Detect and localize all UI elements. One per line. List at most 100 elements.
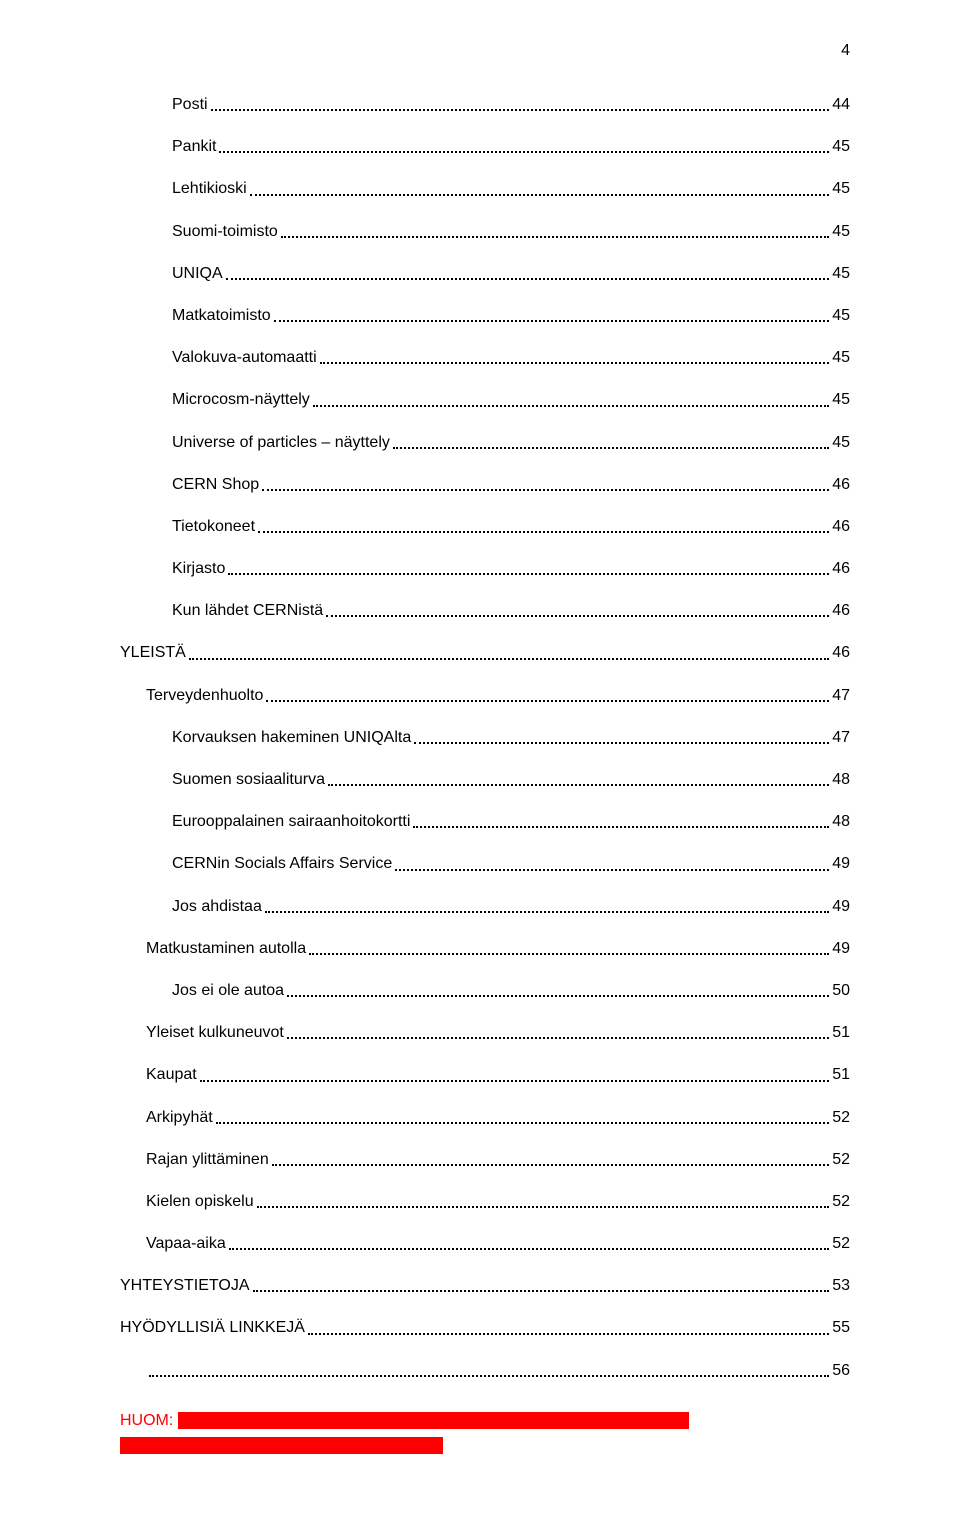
toc-row: Kielen opiskelu52: [120, 1192, 850, 1211]
toc-page: 53: [832, 1276, 850, 1295]
toc-page: 52: [832, 1150, 850, 1169]
toc-leader: [313, 405, 829, 407]
toc-row: CERNin Socials Affairs Service 49: [120, 854, 850, 873]
toc-row: Vapaa-aika 52: [120, 1234, 850, 1253]
toc-row: Pankit 45: [120, 137, 850, 156]
toc-page: 47: [832, 686, 850, 705]
toc-label: Suomi-toimisto: [172, 222, 278, 241]
toc-label: Jos ahdistaa: [172, 897, 262, 916]
toc-row: UNIQA45: [120, 264, 850, 283]
toc-leader: [226, 278, 830, 280]
footer-note: HUOM: Punaisella merkitettyjen linkkien …: [120, 1409, 850, 1459]
toc-leader: [272, 1164, 829, 1166]
toc-page: 45: [832, 137, 850, 156]
toc-label: Yleiset kulkuneuvot: [146, 1023, 284, 1042]
toc-leader: [320, 362, 830, 364]
toc-label: CERN Shop: [172, 475, 259, 494]
toc-page: 56: [832, 1361, 850, 1380]
toc-leader: [309, 953, 829, 955]
toc-row: Jos ei ole autoa 50: [120, 981, 850, 1000]
toc-page: 51: [832, 1065, 850, 1084]
toc-leader: [200, 1080, 829, 1082]
toc-page: 46: [832, 517, 850, 536]
toc-page: 45: [832, 179, 850, 198]
toc-label: Korvauksen hakeminen UNIQAlta: [172, 728, 411, 747]
toc-leader: [265, 911, 829, 913]
toc-row: Posti 44: [120, 95, 850, 114]
toc-leader: [287, 995, 829, 997]
toc-label: Arkipyhät: [146, 1108, 213, 1127]
toc-page: 49: [832, 939, 850, 958]
toc-label: Vapaa-aika: [146, 1234, 226, 1253]
table-of-contents: Posti 44 Pankit 45 Lehtikioski 45 Suomi-toimis…: [120, 95, 850, 1380]
toc-page: 50: [832, 981, 850, 1000]
toc-row: Matkustaminen autolla49: [120, 939, 850, 958]
toc-leader: [262, 489, 829, 491]
toc-page: 49: [832, 854, 850, 873]
toc-row: Yleiset kulkuneuvot 51: [120, 1023, 850, 1042]
toc-leader: [189, 658, 829, 660]
toc-row: Lehtikioski 45: [120, 179, 850, 198]
toc-label: UNIQA: [172, 264, 223, 283]
toc-page: 45: [832, 390, 850, 409]
toc-row: Kaupat 51: [120, 1065, 850, 1084]
toc-page: 51: [832, 1023, 850, 1042]
toc-leader: [149, 1375, 829, 1377]
toc-row: Universe of particles – näyttely45: [120, 433, 850, 452]
toc-leader: [253, 1290, 830, 1292]
toc-leader: [395, 869, 829, 871]
page-container: 4 Posti44Pankit45Lehtikioski45Suomi-toim…: [0, 0, 960, 1519]
toc-label: Microcosm-näyttely: [172, 390, 310, 409]
toc-leader: [274, 320, 830, 322]
note-highlight-line2: tunnukset, jotka annetaan työsuhteen ale…: [120, 1437, 443, 1454]
toc-page: 45: [832, 306, 850, 325]
toc-label: Lehtikioski: [172, 179, 247, 198]
toc-label: Matkatoimisto: [172, 306, 271, 325]
toc-label: Posti: [172, 95, 208, 114]
toc-leader: [413, 826, 829, 828]
toc-label: Terveydenhuolto: [146, 686, 263, 705]
toc-row: YHTEYSTIETOJA53: [120, 1276, 850, 1295]
toc-row: CERN Shop46: [120, 475, 850, 494]
toc-leader: [250, 194, 830, 196]
toc-row: Jos ahdistaa49: [120, 897, 850, 916]
toc-label: Suomen sosiaaliturva: [172, 770, 325, 789]
toc-label: HYÖDYLLISIÄ LINKKEJÄ: [120, 1318, 305, 1337]
toc-leader: [266, 700, 829, 702]
toc-row: HYÖDYLLISIÄ LINKKEJÄ55: [120, 1318, 850, 1337]
toc-row: Eurooppalainen sairaanhoitokortti48: [120, 812, 850, 831]
toc-row: Microcosm-näyttely 45: [120, 390, 850, 409]
toc-label: CERNin Socials Affairs Service: [172, 854, 392, 873]
toc-label: Pankit: [172, 137, 216, 156]
toc-label: Eurooppalainen sairaanhoitokortti: [172, 812, 410, 831]
toc-leader: [228, 573, 829, 575]
toc-label: Kirjasto: [172, 559, 225, 578]
toc-leader: [229, 1248, 829, 1250]
toc-page: 52: [832, 1234, 850, 1253]
toc-leader: [281, 236, 829, 238]
toc-leader: [326, 615, 829, 617]
toc-label: YLEISTÄ: [120, 643, 186, 662]
toc-leader: [257, 1206, 830, 1208]
toc-label: Kaupat: [146, 1065, 197, 1084]
toc-row: Terveydenhuolto 47: [120, 686, 850, 705]
toc-leader: [414, 742, 829, 744]
toc-label: Kielen opiskelu: [146, 1192, 254, 1211]
toc-page: 46: [832, 559, 850, 578]
toc-label: Kun lähdet CERNistä: [172, 601, 323, 620]
toc-label: Universe of particles – näyttely: [172, 433, 390, 452]
toc-page: 44: [832, 95, 850, 114]
note-prefix: HUOM:: [120, 1412, 178, 1429]
toc-row: Arkipyhät52: [120, 1108, 850, 1127]
toc-page: 45: [832, 348, 850, 367]
toc-label: Jos ei ole autoa: [172, 981, 284, 1000]
toc-row: Kirjasto 46: [120, 559, 850, 578]
note-highlight-line1: Punaisella merkitettyjen linkkien avaami…: [178, 1412, 689, 1429]
toc-page: 46: [832, 643, 850, 662]
toc-leader: [219, 151, 829, 153]
toc-leader: [287, 1037, 829, 1039]
toc-row: Rajan ylittäminen52: [120, 1150, 850, 1169]
toc-label: Valokuva-automaatti: [172, 348, 317, 367]
toc-row: Suomen sosiaaliturva48: [120, 770, 850, 789]
toc-row: Tietokoneet46: [120, 517, 850, 536]
